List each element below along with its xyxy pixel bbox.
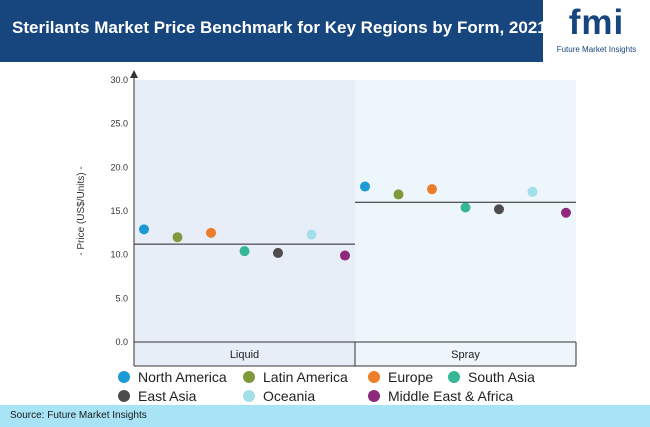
point-oceania-liquid: [306, 229, 317, 240]
fmi-logo: fmi Future Market Insights: [543, 0, 650, 62]
legend-item: North America: [118, 368, 227, 386]
point-east-asia-spray: [494, 204, 504, 215]
point-south-asia-liquid: [239, 246, 250, 257]
point-east-asia-liquid: [273, 247, 283, 258]
source-note: Source: Future Market Insights: [10, 410, 147, 421]
category-label-liquid: Liquid: [230, 349, 259, 361]
legend-swatch: [243, 390, 255, 402]
category-label-spray: Spray: [451, 349, 480, 361]
y-tick-label: 20.0: [110, 162, 128, 172]
legend-item: Europe: [368, 368, 433, 386]
point-middle-east-africa-spray: [561, 207, 571, 218]
y-tick-label: 30.0: [110, 75, 128, 85]
legend-item: Latin America: [243, 368, 348, 386]
point-oceania-spray: [527, 186, 538, 197]
y-tick-label: 0.0: [115, 337, 128, 347]
legend-label: East Asia: [138, 388, 197, 404]
y-axis-arrow: [130, 70, 138, 78]
point-europe-liquid: [206, 227, 216, 238]
y-tick-label: 15.0: [110, 206, 128, 216]
legend-swatch: [118, 371, 130, 383]
point-north-america-spray: [360, 181, 370, 192]
point-latin-america-spray: [393, 189, 404, 200]
legend-swatch: [368, 371, 380, 383]
y-tick-label: 5.0: [115, 293, 128, 303]
y-tick-label: 25.0: [110, 119, 128, 129]
price-scatter-chart: 0.0 5.0 10.0 15.0 20.0 25.0 30.0 - Price (US$/U…: [76, 70, 577, 367]
point-latin-america-liquid: [172, 232, 183, 243]
chart-title: Sterilants Market Price Benchmark for Ke…: [12, 18, 547, 37]
legend-swatch: [243, 371, 255, 383]
legend-label: Europe: [388, 369, 434, 385]
legend-item: Middle East & Africa: [368, 387, 513, 405]
panel-liquid: [134, 80, 355, 366]
panel-spray: [355, 80, 576, 366]
legend-label: Oceania: [263, 388, 316, 404]
legend-label: Latin America: [263, 369, 348, 385]
point-middle-east-africa-liquid: [340, 250, 350, 261]
legend-item: Oceania: [243, 387, 315, 405]
legend-swatch: [118, 390, 130, 402]
y-axis-label: - Price (US$/Units) -: [76, 166, 87, 255]
y-tick-label: 10.0: [110, 250, 128, 260]
source-footer: Source: Future Market Insights: [0, 405, 650, 427]
legend-label: North America: [138, 369, 227, 385]
logo-tagline: Future Market Insights: [556, 45, 637, 54]
legend-label: Middle East & Africa: [388, 388, 514, 404]
point-europe-spray: [427, 184, 437, 195]
legend-swatch: [368, 390, 380, 402]
legend-label: South Asia: [468, 369, 535, 385]
legend-swatch: [448, 371, 460, 383]
point-north-america-liquid: [139, 224, 149, 235]
header-banner: Sterilants Market Price Benchmark for Ke…: [0, 0, 650, 62]
logo-brand: fmi: [568, 3, 625, 42]
point-south-asia-spray: [460, 202, 471, 213]
legend-item: South Asia: [448, 368, 535, 386]
legend-item: East Asia: [118, 387, 196, 405]
